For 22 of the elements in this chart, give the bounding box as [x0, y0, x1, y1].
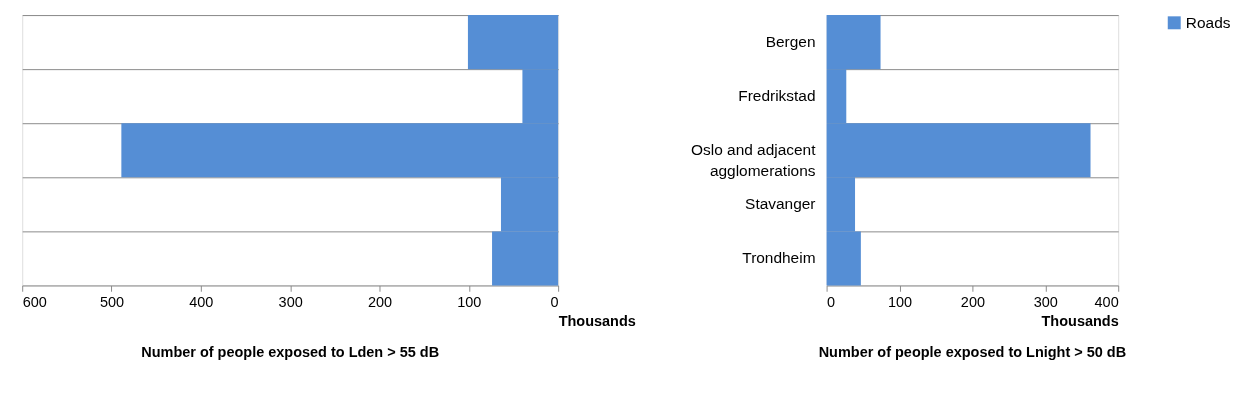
x-tick-label: 100 [457, 294, 482, 311]
x-axis-title: Number of people exposed to Lnight > 50 dB [818, 343, 1127, 360]
x-tick-label: 400 [189, 294, 214, 311]
x-tick-label: 600 [22, 294, 47, 311]
y-tick-label: Stavanger [745, 195, 816, 213]
x-tick-label: 300 [278, 294, 303, 311]
x-tick-label: 0 [827, 294, 836, 311]
y-tick-label: Oslo and adjacent agglomerations [691, 141, 817, 180]
x-axis-title: Number of people exposed to Lden > 55 dB [141, 343, 440, 360]
x-tick-label: 400 [1094, 294, 1119, 311]
x-tick-label: 200 [367, 294, 393, 311]
text: Thousands [1041, 312, 1119, 329]
x-tick-label: 100 [887, 294, 913, 311]
y-tick-label: Fredrikstad [738, 87, 816, 105]
x-tick-label: 500 [99, 294, 125, 311]
x-tick-label: 200 [960, 294, 985, 311]
x-tick-label: 300 [1033, 294, 1058, 311]
x-tick-label: 0 [550, 294, 559, 311]
text: Thousands [558, 312, 636, 329]
legend-label: Roads [1185, 13, 1231, 31]
y-tick-label: Bergen [765, 32, 816, 50]
y-tick-label: Trondheim [742, 249, 816, 267]
